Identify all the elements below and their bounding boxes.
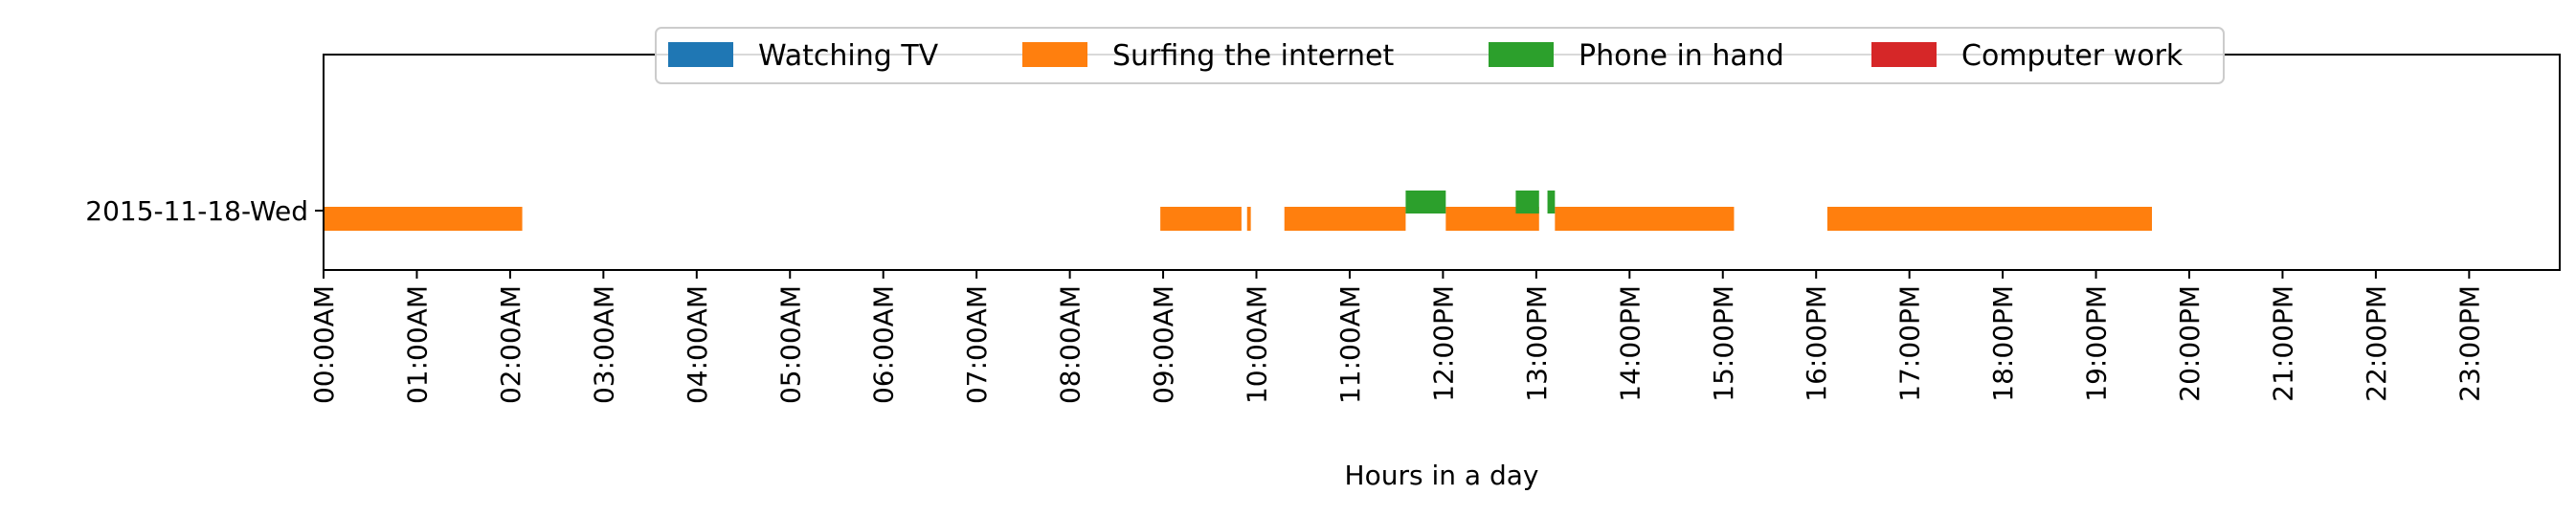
x-tick-label: 06:00AM — [868, 285, 900, 404]
bar-surfing-the-internet-3 — [1284, 207, 1406, 231]
x-tick-label: 19:00PM — [2081, 285, 2113, 402]
x-tick-label: 21:00PM — [2267, 285, 2298, 402]
y-tick-label: 2015-11-18-Wed — [85, 195, 308, 227]
legend-label: Surfing the internet — [1112, 39, 1394, 73]
bar-phone-in-hand-1 — [1515, 191, 1539, 214]
legend-label: Watching TV — [758, 39, 939, 73]
x-tick-label: 14:00PM — [1614, 285, 1646, 402]
x-tick-label: 13:00PM — [1521, 285, 1553, 402]
legend-swatch — [1871, 42, 1937, 67]
y-axis: 2015-11-18-Wed — [85, 195, 324, 227]
x-tick-label: 11:00AM — [1334, 285, 1366, 404]
x-tick-label: 23:00PM — [2453, 285, 2485, 402]
legend-label: Computer work — [1961, 39, 2184, 73]
x-tick-label: 22:00PM — [2361, 285, 2392, 402]
x-tick-label: 07:00AM — [961, 285, 993, 404]
x-tick-label: 03:00AM — [588, 285, 619, 404]
legend: Watching TV Surfing the internet Phone in … — [655, 27, 2225, 84]
x-tick-label: 02:00AM — [495, 285, 526, 404]
legend-label: Phone in hand — [1579, 39, 1784, 73]
x-tick-label: 01:00AM — [401, 285, 433, 404]
bar-surfing-the-internet-5 — [1555, 207, 1735, 231]
legend-swatch — [668, 42, 733, 67]
x-tick-label: 16:00PM — [1801, 285, 1832, 402]
x-tick-label: 08:00AM — [1055, 285, 1086, 404]
bar-surfing-the-internet-1 — [1160, 207, 1242, 231]
x-tick-label: 10:00AM — [1242, 285, 1273, 404]
legend-box — [655, 27, 2225, 84]
x-tick-label: 17:00PM — [1894, 285, 1926, 402]
x-tick-label: 05:00AM — [774, 285, 806, 404]
bars-layer — [324, 191, 2153, 231]
legend-swatch — [1022, 42, 1087, 67]
x-axis-label: Hours in a day — [1345, 460, 1539, 491]
x-tick-label: 20:00PM — [2174, 285, 2206, 402]
x-tick-label: 18:00PM — [1987, 285, 2019, 402]
x-axis: 00:00AM 01:00AM 02:00AM 03:00AM 04:00AM 05:00… — [308, 270, 2485, 404]
bar-surfing-the-internet-6 — [1826, 207, 2153, 231]
x-tick-label: 00:00AM — [308, 285, 340, 404]
bar-surfing-the-internet-2 — [1246, 207, 1251, 231]
legend-swatch — [1489, 42, 1554, 67]
x-tick-label: 15:00PM — [1708, 285, 1739, 402]
x-tick-label: 04:00AM — [682, 285, 713, 404]
bar-surfing-the-internet-0 — [324, 207, 523, 231]
x-tick-label: 12:00PM — [1427, 285, 1459, 402]
bar-phone-in-hand-2 — [1547, 191, 1556, 214]
x-tick-label: 09:00AM — [1148, 285, 1179, 404]
plot-frame — [323, 54, 2561, 271]
bar-phone-in-hand-0 — [1405, 191, 1446, 214]
